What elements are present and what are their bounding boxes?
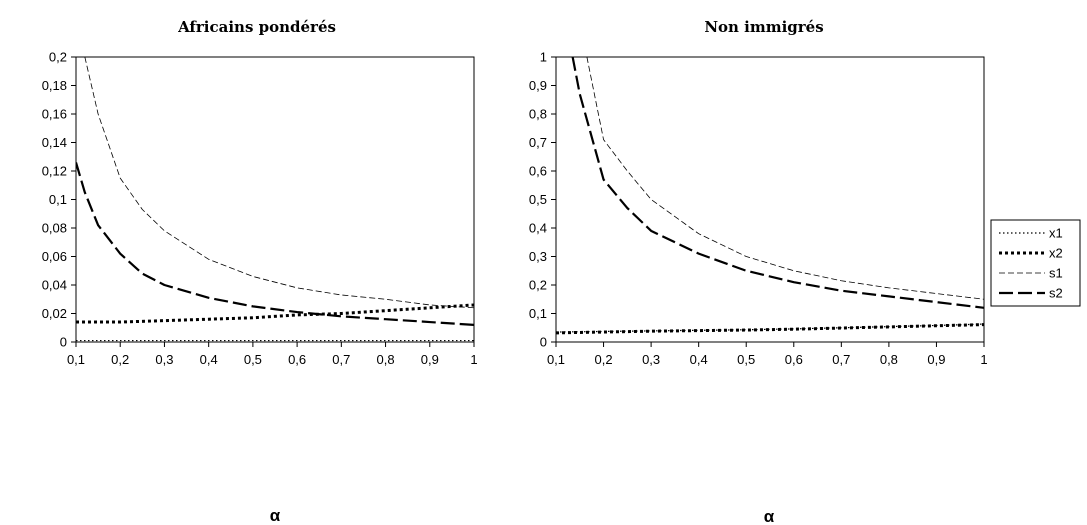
x-tick-label: 0,6 xyxy=(288,352,306,367)
y-tick-label: 0,16 xyxy=(42,107,67,122)
y-tick-label: 0,7 xyxy=(529,135,547,150)
legend-label: x2 xyxy=(1049,246,1063,261)
y-tick-label: 0,06 xyxy=(42,249,67,264)
x-tick-label: 0,1 xyxy=(547,352,565,367)
y-tick-label: 0,4 xyxy=(529,221,547,236)
y-tick-label: 0,9 xyxy=(529,78,547,93)
y-tick-label: 0,5 xyxy=(529,192,547,207)
x-tick-label: 0,2 xyxy=(111,352,129,367)
y-tick-label: 0,08 xyxy=(42,221,67,236)
x-tick-label: 0,4 xyxy=(690,352,708,367)
series-line-s2 xyxy=(76,162,474,326)
y-tick-label: 0,6 xyxy=(529,164,547,179)
chart-title: Non immigrés xyxy=(704,18,823,36)
y-tick-label: 1 xyxy=(540,50,547,65)
legend-label: x1 xyxy=(1049,226,1063,241)
y-tick-label: 0 xyxy=(540,335,547,350)
y-tick-label: 0 xyxy=(60,335,67,350)
series-line-x2 xyxy=(556,323,984,335)
series-lines xyxy=(556,57,984,335)
y-tick-label: 0,04 xyxy=(42,278,67,293)
x-tick-label: 0,9 xyxy=(927,352,945,367)
x-tick-label: 1 xyxy=(470,352,477,367)
chart-non-immigres: Non immigrés 00,10,20,30,40,50,60,70,80,… xyxy=(529,18,988,525)
x-tick-label: 0,5 xyxy=(244,352,262,367)
legend-box xyxy=(990,219,1081,307)
x-tick-label: 0,8 xyxy=(377,352,395,367)
x-tick-label: 0,5 xyxy=(737,352,755,367)
legend-label: s2 xyxy=(1049,286,1063,301)
y-tick-label: 0,14 xyxy=(42,135,67,150)
y-tick-label: 0,1 xyxy=(529,306,547,321)
series-line-s1 xyxy=(84,57,474,309)
plot-area xyxy=(75,56,475,343)
x-axis-label: α xyxy=(764,507,775,525)
x-tick-label: 0,9 xyxy=(421,352,439,367)
y-tick-label: 0,2 xyxy=(49,50,67,65)
series-line-s1 xyxy=(586,57,984,300)
chart-title: Africains pondérés xyxy=(177,18,336,36)
series-lines xyxy=(76,57,474,342)
x-tick-label: 0,1 xyxy=(67,352,85,367)
y-tick-label: 0,2 xyxy=(529,278,547,293)
x-axis: 0,1 0,2 0,3 0,4 0,5 0,6 0,7 0,8 0,9 1 xyxy=(67,342,478,367)
x-tick-label: 0,3 xyxy=(155,352,173,367)
x-tick-label: 0,2 xyxy=(595,352,613,367)
y-tick-label: 0,12 xyxy=(42,164,67,179)
y-tick-label: 0,02 xyxy=(42,306,67,321)
legend-label: s1 xyxy=(1049,266,1063,281)
x-tick-label: 0,4 xyxy=(200,352,218,367)
chart-africains: Africains pondérés 00,020,040,060,080,10… xyxy=(42,18,478,525)
y-tick-label: 0,18 xyxy=(42,78,67,93)
y-axis: 0 0,02 0,04 0,06 0,08 0,1 0,12 0,14 0,16 0,18 0,2 xyxy=(42,50,76,350)
y-tick-label: 0,8 xyxy=(529,107,547,122)
x-tick-label: 0,8 xyxy=(880,352,898,367)
x-tick-label: 0,3 xyxy=(642,352,660,367)
legend: x1 x2 s1 s2 xyxy=(990,219,1081,307)
y-axis: 0 0,1 0,2 0,3 0,4 0,5 0,6 0,7 0,8 0,9 1 xyxy=(529,50,556,350)
series-line-x2 xyxy=(76,303,474,324)
x-axis-label: α xyxy=(270,506,281,525)
y-tick-label: 0,3 xyxy=(529,249,547,264)
y-tick-label: 0,1 xyxy=(49,192,67,207)
plot-area xyxy=(555,56,985,343)
x-tick-label: 0,7 xyxy=(832,352,850,367)
x-tick-label: 0,7 xyxy=(332,352,350,367)
x-tick-label: 1 xyxy=(980,352,987,367)
series-line-s2 xyxy=(571,57,984,309)
x-tick-label: 0,6 xyxy=(785,352,803,367)
x-axis: 0,1 0,2 0,3 0,4 0,5 0,6 0,7 0,8 0,9 1 xyxy=(547,342,988,367)
